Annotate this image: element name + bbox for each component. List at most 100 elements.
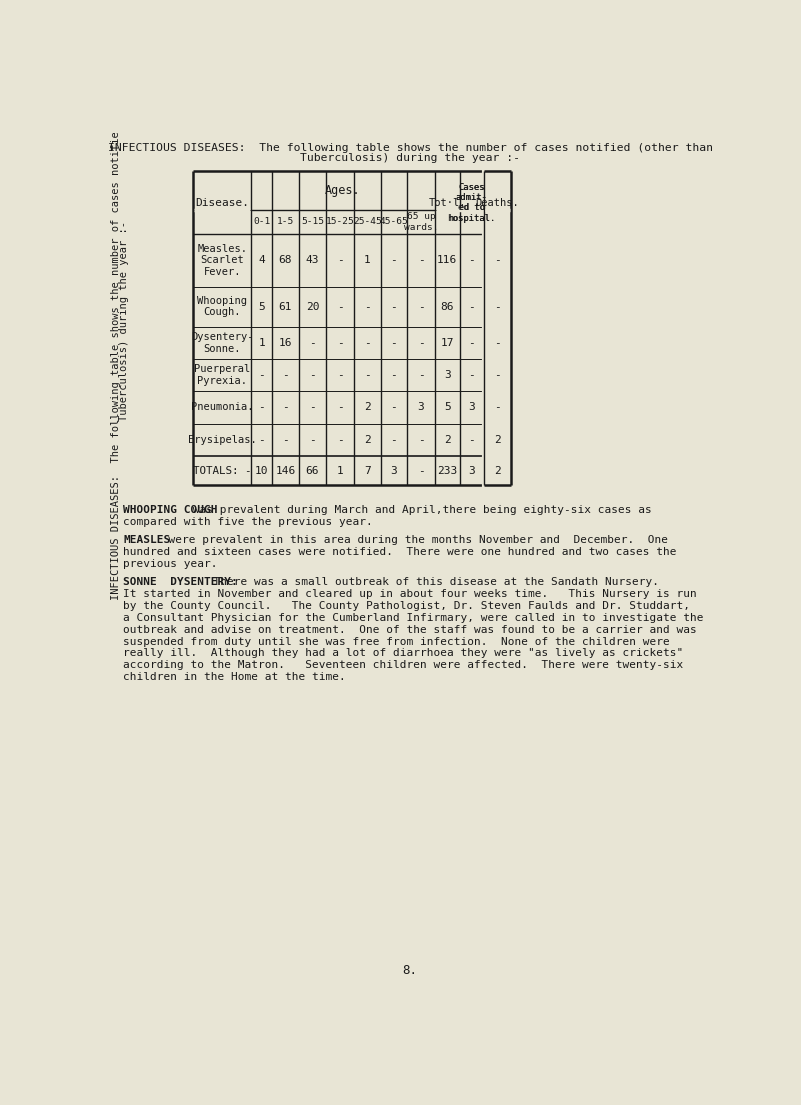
Text: 20: 20	[306, 302, 320, 312]
Text: -: -	[494, 402, 501, 412]
Text: -: -	[364, 302, 371, 312]
Text: 43: 43	[306, 255, 320, 265]
Text: MEASLES: MEASLES	[123, 535, 171, 545]
Text: Puerperal
Pyrexia.: Puerperal Pyrexia.	[194, 365, 250, 386]
Text: 2: 2	[494, 465, 501, 475]
Text: -: -	[259, 435, 265, 445]
Text: 5: 5	[259, 302, 265, 312]
Text: -: -	[364, 370, 371, 380]
Text: 66: 66	[306, 465, 320, 475]
Text: 4: 4	[259, 255, 265, 265]
Text: -: -	[282, 402, 288, 412]
Text: 3: 3	[444, 370, 451, 380]
Text: suspended from duty until she was free from infection.  None of the children wer: suspended from duty until she was free f…	[123, 636, 670, 646]
Text: INFECTIOUS DISEASES:  The following table shows the number of cases notified (ot: INFECTIOUS DISEASES: The following table…	[107, 144, 713, 154]
Text: 1-5: 1-5	[276, 218, 294, 227]
Text: 3: 3	[390, 465, 397, 475]
Text: -: -	[390, 402, 397, 412]
Text: hundred and sixteen cases were notified.  There were one hundred and two cases t: hundred and sixteen cases were notified.…	[123, 547, 677, 557]
Text: 116: 116	[437, 255, 457, 265]
Text: Erysipelas.: Erysipelas.	[187, 435, 256, 445]
Text: 1: 1	[259, 338, 265, 348]
Text: was prevalent during March and April,there being eighty-six cases as: was prevalent during March and April,the…	[187, 505, 652, 515]
Text: Measles.
Scarlet
Fever.: Measles. Scarlet Fever.	[197, 244, 248, 277]
Text: 0-1: 0-1	[253, 218, 270, 227]
Text: Dysentery-
Sonne.: Dysentery- Sonne.	[191, 332, 253, 354]
Text: -: -	[417, 435, 425, 445]
Text: -: -	[259, 370, 265, 380]
Text: -: -	[494, 302, 501, 312]
Text: -: -	[309, 402, 316, 412]
Text: -: -	[309, 435, 316, 445]
Text: -: -	[417, 302, 425, 312]
Text: 10: 10	[255, 465, 268, 475]
Text: Cases
admit-
ed to
hospital.: Cases admit- ed to hospital.	[448, 182, 496, 223]
Text: -: -	[337, 255, 344, 265]
Text: SONNE  DYSENTERY:: SONNE DYSENTERY:	[123, 577, 238, 587]
Text: -: -	[259, 402, 265, 412]
Text: -: -	[390, 435, 397, 445]
Text: 2: 2	[444, 435, 451, 445]
Text: 61: 61	[279, 302, 292, 312]
Text: were prevalent in this area during the months November and  December.  One: were prevalent in this area during the m…	[155, 535, 668, 545]
Text: 3: 3	[469, 402, 475, 412]
Text: Whooping
Cough.: Whooping Cough.	[197, 296, 248, 317]
Text: 68: 68	[279, 255, 292, 265]
Text: -: -	[282, 370, 288, 380]
Text: 2: 2	[364, 435, 371, 445]
Text: -: -	[337, 370, 344, 380]
Text: Tuberculosis) during the year :-: Tuberculosis) during the year :-	[300, 154, 520, 164]
Text: -: -	[309, 338, 316, 348]
Text: TOTALS: -: TOTALS: -	[193, 465, 252, 475]
Text: -: -	[469, 255, 475, 265]
Text: -: -	[417, 370, 425, 380]
Text: children in the Home at the time.: children in the Home at the time.	[123, 672, 346, 683]
Text: -: -	[337, 338, 344, 348]
Text: Pneumonia.: Pneumonia.	[191, 402, 253, 412]
Text: 45-65: 45-65	[380, 218, 409, 227]
Text: It started in November and cleared up in about four weeks time.   This Nursery i: It started in November and cleared up in…	[123, 589, 697, 599]
Text: 233: 233	[437, 465, 457, 475]
Text: Tuberculosis) during the year :-: Tuberculosis) during the year :-	[119, 221, 129, 421]
Text: -: -	[417, 338, 425, 348]
Text: 5: 5	[444, 402, 451, 412]
Text: really ill.  Although they had a lot of diarrhoea they were "as lively as cricke: really ill. Although they had a lot of d…	[123, 649, 683, 659]
Text: Ages.: Ages.	[325, 183, 361, 197]
Text: 5-15: 5-15	[301, 218, 324, 227]
Text: 146: 146	[276, 465, 296, 475]
Text: There was a small outbreak of this disease at the Sandath Nursery.: There was a small outbreak of this disea…	[199, 577, 658, 587]
Text: -: -	[469, 370, 475, 380]
Text: 86: 86	[441, 302, 454, 312]
Text: 1: 1	[337, 465, 344, 475]
Text: -: -	[469, 338, 475, 348]
Text: -: -	[364, 338, 371, 348]
Text: -: -	[417, 465, 425, 475]
Text: -: -	[469, 302, 475, 312]
Text: 3: 3	[417, 402, 425, 412]
Text: according to the Matron.   Seventeen children were affected.  There were twenty-: according to the Matron. Seventeen child…	[123, 661, 683, 671]
Text: Cases
admit-
ed to
hospital.: Cases admit- ed to hospital.	[448, 182, 495, 223]
Text: 3: 3	[469, 465, 475, 475]
Text: -: -	[494, 338, 501, 348]
Text: outbreak and advise on treatment.  One of the staff was found to be a carrier an: outbreak and advise on treatment. One of…	[123, 624, 697, 634]
Text: 7: 7	[364, 465, 371, 475]
Text: a Consultant Physician for the Cumberland Infirmary, were called in to investiga: a Consultant Physician for the Cumberlan…	[123, 612, 704, 623]
Text: -: -	[337, 402, 344, 412]
Text: previous year.: previous year.	[123, 559, 218, 569]
Text: WHOOPING COUGH: WHOOPING COUGH	[123, 505, 218, 515]
Text: -: -	[390, 255, 397, 265]
Text: 25-45: 25-45	[353, 218, 382, 227]
Text: 15-25: 15-25	[326, 218, 355, 227]
Text: -: -	[390, 338, 397, 348]
Text: -: -	[337, 302, 344, 312]
Text: INFECTIOUS DISEASES:  The following table shows the number of cases notified (ot: INFECTIOUS DISEASES: The following table…	[111, 50, 121, 600]
Text: -: -	[309, 370, 316, 380]
Text: Disease.: Disease.	[195, 198, 249, 208]
Text: 8.: 8.	[403, 964, 417, 977]
Text: -: -	[417, 255, 425, 265]
Text: 2: 2	[494, 435, 501, 445]
Text: -: -	[469, 435, 475, 445]
Text: -: -	[390, 370, 397, 380]
Text: Tot·l.: Tot·l.	[429, 198, 466, 208]
Text: 2: 2	[364, 402, 371, 412]
